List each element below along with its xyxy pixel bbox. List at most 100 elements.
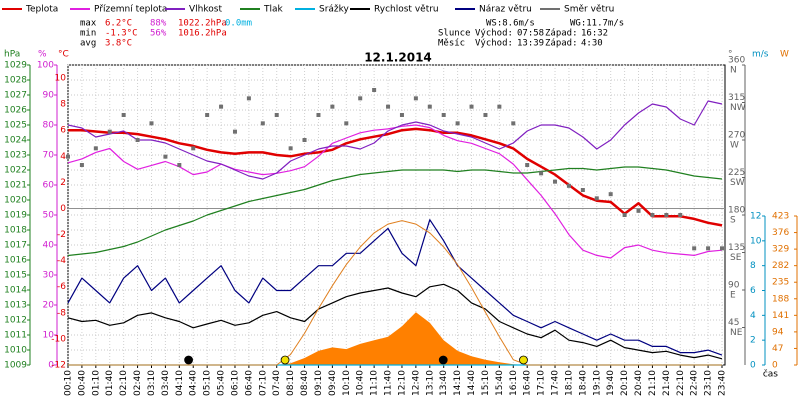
y-tick-label: 329 bbox=[772, 245, 789, 255]
y-tick-label: 1013 bbox=[4, 301, 27, 311]
x-tick-label: 16:10 bbox=[509, 370, 519, 396]
y-tick-label: 40 bbox=[43, 241, 55, 251]
x-tick-label: 04:40 bbox=[189, 370, 199, 396]
direction-point bbox=[274, 113, 279, 117]
direction-point bbox=[511, 121, 516, 126]
x-tick-label: 07:40 bbox=[272, 370, 282, 396]
y-tick-label: 4 bbox=[60, 152, 66, 162]
y-tick-label: 8 bbox=[60, 100, 66, 110]
y-tick-label: 360 bbox=[728, 56, 745, 66]
moon-label: Měsíc bbox=[438, 39, 465, 49]
axis-label: % bbox=[38, 50, 47, 60]
y-tick-label: 4 bbox=[750, 311, 756, 321]
stat-value: 6.2°C bbox=[105, 19, 132, 29]
x-tick-label: 15:10 bbox=[481, 370, 491, 396]
y-tick-label: S bbox=[730, 216, 736, 226]
direction-point bbox=[497, 104, 502, 109]
legend-label: Rychlost větru bbox=[374, 5, 439, 15]
direction-point bbox=[636, 208, 641, 213]
direction-point bbox=[372, 88, 377, 92]
moon-rise: 13:39 bbox=[517, 39, 544, 49]
y-tick-label: 1019 bbox=[4, 211, 27, 221]
y-tick-label: 1015 bbox=[4, 271, 27, 281]
moon-set-label: Západ: bbox=[545, 39, 578, 49]
x-tick-label: 22:10 bbox=[676, 370, 686, 396]
direction-point bbox=[316, 113, 321, 117]
direction-point bbox=[93, 146, 98, 151]
y-tick-label: 0 bbox=[48, 361, 54, 371]
direction-point bbox=[219, 104, 224, 109]
x-tick-label: 16:40 bbox=[523, 370, 533, 396]
y-tick-label: 1011 bbox=[4, 331, 27, 341]
axis-label: m/s bbox=[752, 50, 769, 60]
x-tick-label: 06:40 bbox=[244, 370, 254, 396]
x-tick-label: 11:40 bbox=[384, 370, 394, 396]
y-tick-label: 1023 bbox=[4, 151, 27, 161]
y-tick-label: 20 bbox=[43, 301, 55, 311]
sun-set: 16:32 bbox=[581, 29, 608, 39]
series-line bbox=[67, 166, 723, 257]
y-tick-label: 0 bbox=[772, 361, 778, 371]
y-tick-label: 1020 bbox=[4, 196, 27, 206]
y-tick-label: 50 bbox=[43, 211, 55, 221]
y-tick-label: 1025 bbox=[4, 121, 27, 131]
direction-point bbox=[399, 113, 404, 117]
y-tick-label: 2 bbox=[60, 178, 66, 188]
series-line bbox=[67, 283, 723, 360]
sun-rise-label: Východ: bbox=[475, 29, 513, 39]
y-tick-label: 135 bbox=[728, 243, 745, 253]
direction-point bbox=[246, 96, 251, 101]
direction-point bbox=[66, 154, 70, 159]
y-tick-label: 188 bbox=[772, 294, 789, 304]
legend-label: Přízemní teplota bbox=[94, 5, 167, 15]
direction-point bbox=[608, 192, 613, 197]
y-tick-label: 1029 bbox=[4, 61, 27, 71]
x-tick-label: 00:40 bbox=[77, 370, 87, 396]
y-tick-label: N bbox=[730, 66, 737, 76]
y-tick-label: 1016 bbox=[4, 256, 27, 266]
legend-label: Srážky bbox=[319, 5, 350, 15]
direction-point bbox=[594, 196, 599, 201]
x-tick-label: 21:40 bbox=[662, 370, 672, 396]
direction-point bbox=[344, 121, 349, 126]
x-tick-label: 03:40 bbox=[161, 370, 171, 396]
sun-set-label: Západ: bbox=[545, 29, 578, 39]
stat-value: avg bbox=[80, 39, 96, 49]
y-tick-label: -4 bbox=[57, 256, 66, 266]
solar-area bbox=[68, 312, 722, 365]
series-line bbox=[68, 127, 723, 227]
y-tick-label: 45 bbox=[728, 318, 739, 328]
direction-point bbox=[455, 121, 460, 126]
direction-point bbox=[553, 179, 558, 184]
wind-stat: WG:11.7m/s bbox=[570, 19, 624, 29]
wind-stat: WS:8.6m/s bbox=[486, 19, 535, 29]
stat-value: 3.8°C bbox=[105, 39, 132, 49]
x-tick-label: 18:40 bbox=[578, 370, 588, 396]
direction-point bbox=[664, 213, 669, 217]
x-tick-label: 10:10 bbox=[342, 370, 352, 396]
y-tick-label: 1021 bbox=[4, 181, 27, 191]
y-tick-label: 10 bbox=[43, 331, 55, 341]
direction-point bbox=[149, 121, 154, 126]
moon-set-marker bbox=[184, 355, 193, 365]
direction-point bbox=[706, 246, 711, 251]
stat-value: -1.3°C bbox=[105, 29, 138, 39]
stat-value: min bbox=[80, 29, 96, 39]
direction-point bbox=[205, 113, 210, 117]
direction-point bbox=[622, 213, 627, 217]
stat-value: max bbox=[80, 19, 97, 29]
x-tick-label: 12:10 bbox=[397, 370, 407, 396]
y-tick-label: 2 bbox=[750, 336, 756, 346]
x-tick-label: 06:10 bbox=[230, 370, 240, 396]
legend-label: Vlhkost bbox=[189, 5, 222, 15]
stat-value: 1016.2hPa bbox=[178, 29, 227, 39]
x-tick-label: 20:10 bbox=[620, 370, 630, 396]
direction-point bbox=[177, 163, 182, 167]
sun-rise-marker bbox=[280, 355, 290, 365]
y-tick-label: 1018 bbox=[4, 226, 27, 236]
x-tick-label: 23:40 bbox=[718, 370, 728, 396]
direction-point bbox=[720, 246, 724, 251]
x-tick-label: 01:10 bbox=[91, 370, 101, 396]
sun-set-marker bbox=[519, 355, 528, 365]
y-tick-label: 423 bbox=[772, 212, 789, 222]
